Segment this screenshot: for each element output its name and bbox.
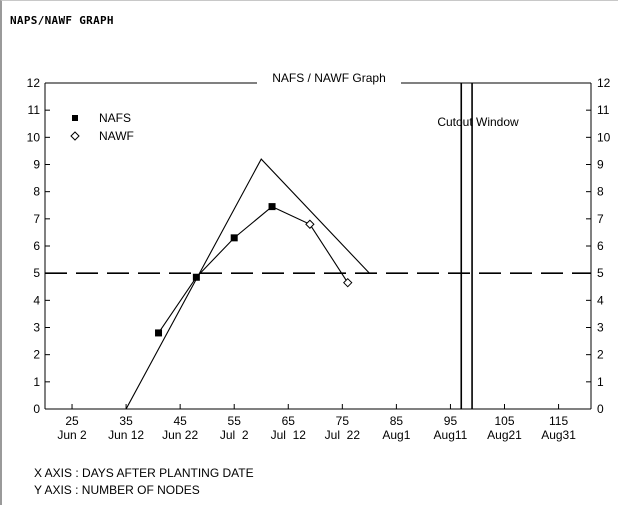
axis-notes: X AXIS : DAYS AFTER PLANTING DATE Y AXIS… (34, 465, 254, 499)
x-tick-label-date: Jul 22 (325, 428, 361, 442)
series-line-nawf (271, 206, 349, 283)
y-tick-label-right: 5 (597, 266, 604, 280)
y-tick-label-left: 12 (27, 76, 41, 90)
y-tick-label-right: 12 (597, 76, 611, 90)
x-tick-label-day: 95 (444, 414, 458, 428)
y-tick-label-right: 9 (597, 158, 604, 172)
y-tick-label-left: 1 (33, 375, 40, 389)
x-tick-label-day: 75 (336, 414, 350, 428)
x-tick-label-date: Jun 22 (162, 428, 198, 442)
reference-curve (125, 158, 370, 410)
x-tick-label-date: Jun 12 (108, 428, 144, 442)
y-tick-label-left: 7 (33, 212, 40, 226)
chart-title: NAFS / NAWF Graph (272, 71, 386, 85)
y-tick-label-right: 3 (597, 321, 604, 335)
x-tick-label-date: Jul 2 (220, 428, 249, 442)
y-tick-label-right: 6 (597, 239, 604, 253)
x-tick-label-day: 25 (65, 414, 79, 428)
y-tick-label-left: 3 (33, 321, 40, 335)
x-tick-label-day: 45 (173, 414, 187, 428)
x-tick-label-day: 105 (494, 414, 514, 428)
y-tick-label-right: 0 (597, 402, 604, 416)
x-tick-label-day: 85 (390, 414, 404, 428)
y-tick-label-left: 5 (33, 266, 40, 280)
nafs-point (230, 234, 238, 242)
x-tick-label-day: 115 (549, 414, 568, 428)
legend-label-nawf: NAWF (99, 129, 134, 143)
x-tick-label-date: Aug1 (382, 428, 410, 442)
reference-layer (45, 83, 591, 410)
series-layer (155, 203, 353, 337)
y-tick-label-right: 11 (597, 103, 610, 117)
y-tick-label-right: 4 (597, 293, 604, 307)
x-tick-label-date: Jun 2 (57, 428, 87, 442)
x-tick-label-date: Aug11 (434, 428, 468, 442)
legend-label-nafs: NAFS (99, 111, 131, 125)
nafs-point (192, 273, 200, 281)
y-tick-label-left: 2 (33, 348, 40, 362)
x-tick-label-date: Jul 12 (271, 428, 307, 442)
legend: NAFS NAWF (70, 111, 134, 143)
x-tick-label-day: 35 (119, 414, 133, 428)
x-tick-label-date: Aug21 (487, 428, 522, 442)
x-tick-label-day: 65 (282, 414, 296, 428)
series-line-nafs (158, 206, 273, 334)
x-axis-note: X AXIS : DAYS AFTER PLANTING DATE (34, 466, 254, 480)
y-tick-label-left: 4 (33, 293, 40, 307)
y-tick-label-left: 11 (28, 103, 41, 117)
window-title: NAPS/NAWF GRAPH (10, 14, 114, 27)
y-tick-label-right: 2 (597, 348, 604, 362)
y-tick-label-left: 9 (33, 158, 40, 172)
legend-marker-nafs (72, 115, 78, 121)
nafs-point (155, 329, 163, 337)
y-axis-note: Y AXIS : NUMBER OF NODES (34, 483, 200, 497)
x-tick-label-date: Aug31 (541, 428, 576, 442)
nawf-point (305, 219, 315, 229)
x-tick-label-day: 55 (228, 414, 242, 428)
y-tick-label-left: 0 (33, 402, 40, 416)
y-tick-label-right: 7 (597, 212, 604, 226)
y-tick-label-left: 6 (33, 239, 40, 253)
y-tick-label-right: 8 (597, 185, 604, 199)
y-tick-label-right: 1 (597, 375, 604, 389)
nafs-point (268, 203, 276, 211)
legend-marker-nawf (70, 131, 80, 141)
y-tick-label-left: 10 (27, 130, 41, 144)
cutout-window-label: Cutout Window (437, 115, 519, 129)
y-tick-label-right: 10 (597, 130, 611, 144)
nawf-point (343, 277, 353, 288)
y-tick-label-left: 8 (33, 185, 40, 199)
